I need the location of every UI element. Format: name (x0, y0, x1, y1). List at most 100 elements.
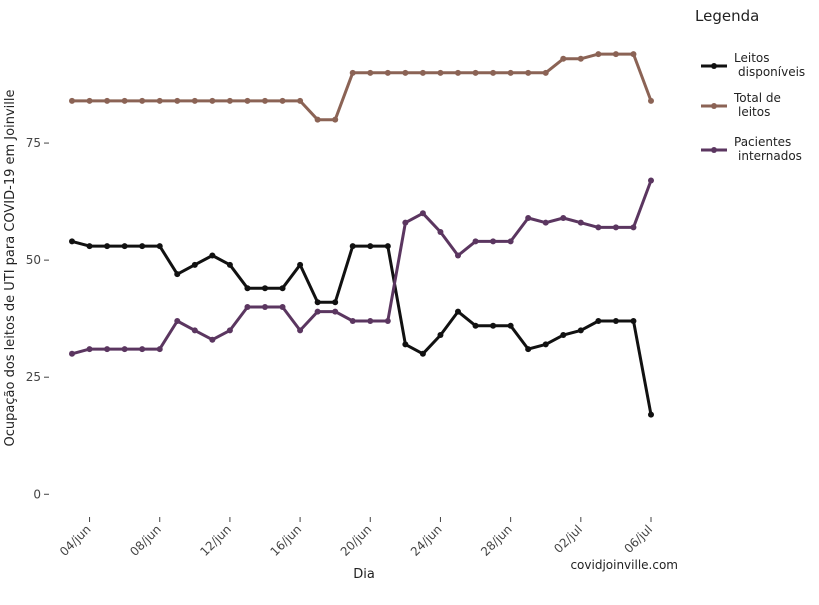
data-point (595, 318, 602, 325)
data-point (226, 97, 233, 104)
data-point (577, 327, 584, 334)
data-point (612, 318, 619, 325)
data-point (156, 97, 163, 104)
data-point (279, 285, 286, 292)
data-point (630, 318, 637, 325)
data-point (226, 261, 233, 268)
data-point (262, 97, 268, 104)
data-point (367, 69, 374, 76)
data-point (402, 219, 409, 226)
data-point (577, 219, 584, 226)
data-point (279, 303, 286, 310)
data-point (297, 327, 304, 334)
data-point (472, 238, 479, 245)
data-point (191, 97, 198, 104)
data-point (384, 69, 391, 76)
legend-entry-3: Pacientes internados (701, 135, 802, 163)
legend-label-line: Pacientes (734, 135, 791, 149)
data-point (121, 346, 128, 353)
data-point (402, 341, 409, 348)
data-point (384, 318, 391, 325)
data-point (437, 332, 444, 339)
data-point (69, 238, 75, 245)
data-point (630, 51, 637, 58)
data-point (507, 69, 514, 76)
data-point (349, 69, 356, 76)
data-point (139, 243, 146, 250)
data-point (419, 210, 426, 217)
data-point (542, 219, 549, 226)
series-3 (69, 177, 654, 357)
data-point (525, 346, 532, 353)
y-tick-label: 0 (33, 487, 41, 501)
data-point (244, 97, 251, 104)
data-point (367, 318, 374, 325)
data-point (542, 341, 549, 348)
data-point (577, 55, 584, 62)
data-point (332, 116, 339, 123)
series-1 (69, 238, 654, 418)
y-axis-title: Ocupação dos leitos de UTI para COVID-19… (3, 90, 18, 447)
legend: Legenda Leitos disponíveis Total de leitos P… (695, 7, 805, 163)
data-point (174, 271, 181, 278)
x-tick-label: 06/jul (621, 522, 655, 556)
data-point (174, 97, 181, 104)
data-point (349, 243, 356, 250)
data-point (314, 308, 321, 315)
data-point (139, 97, 146, 104)
data-point (490, 69, 497, 76)
legend-label: Pacientes internados (734, 135, 802, 163)
y-tick-label: 50 (26, 253, 41, 267)
series-layer (69, 51, 654, 418)
x-tick-label: 04/jun (57, 522, 94, 559)
data-point (490, 238, 497, 245)
y-tick-label: 75 (26, 136, 41, 150)
legend-title: Legenda (695, 7, 759, 25)
data-point (332, 308, 339, 315)
legend-label-line: internados (738, 149, 802, 163)
data-point (384, 243, 391, 250)
series-line (70, 179, 653, 356)
data-point (490, 322, 497, 329)
legend-swatch-point (711, 103, 717, 109)
series-2 (69, 51, 654, 123)
x-tick-label: 24/jun (408, 522, 445, 559)
data-point (612, 51, 619, 58)
data-point (472, 322, 479, 329)
legend-entry-1: Leitos disponíveis (701, 51, 805, 79)
data-point (209, 252, 216, 259)
x-tick-label: 28/jun (478, 522, 515, 559)
y-tick-label: 25 (26, 370, 41, 384)
data-point (139, 346, 146, 353)
x-tick-label: 02/jul (551, 522, 585, 556)
data-point (419, 350, 426, 357)
data-point (542, 69, 549, 76)
x-axis-title: Dia (353, 567, 375, 582)
data-point (191, 261, 198, 268)
data-point (525, 69, 532, 76)
data-point (86, 243, 93, 250)
data-point (297, 261, 304, 268)
data-point (156, 346, 163, 353)
data-point (209, 97, 216, 104)
data-point (314, 116, 321, 123)
data-point (525, 214, 532, 221)
data-point (455, 308, 461, 315)
legend-label: Leitos disponíveis (734, 51, 805, 79)
x-axis: 04/jun 08/jun 12/jun 16/jun 20/jun 24/jun 28/j… (57, 517, 655, 559)
data-point (507, 322, 514, 329)
legend-label-line: Leitos (734, 51, 770, 65)
data-point (191, 327, 198, 334)
data-point (455, 69, 461, 76)
series-line (70, 239, 653, 417)
data-point (297, 97, 304, 104)
data-point (507, 238, 514, 245)
data-point (437, 229, 444, 236)
data-point (86, 97, 93, 104)
data-point (244, 285, 251, 292)
data-point (121, 97, 128, 104)
data-point (174, 318, 181, 325)
data-point (86, 346, 93, 353)
data-point (262, 303, 268, 310)
data-point (560, 332, 567, 339)
